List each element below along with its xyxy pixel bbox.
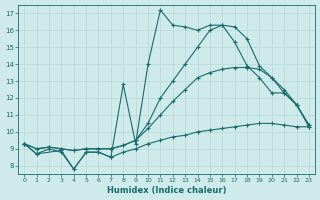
X-axis label: Humidex (Indice chaleur): Humidex (Indice chaleur) [107, 186, 226, 195]
